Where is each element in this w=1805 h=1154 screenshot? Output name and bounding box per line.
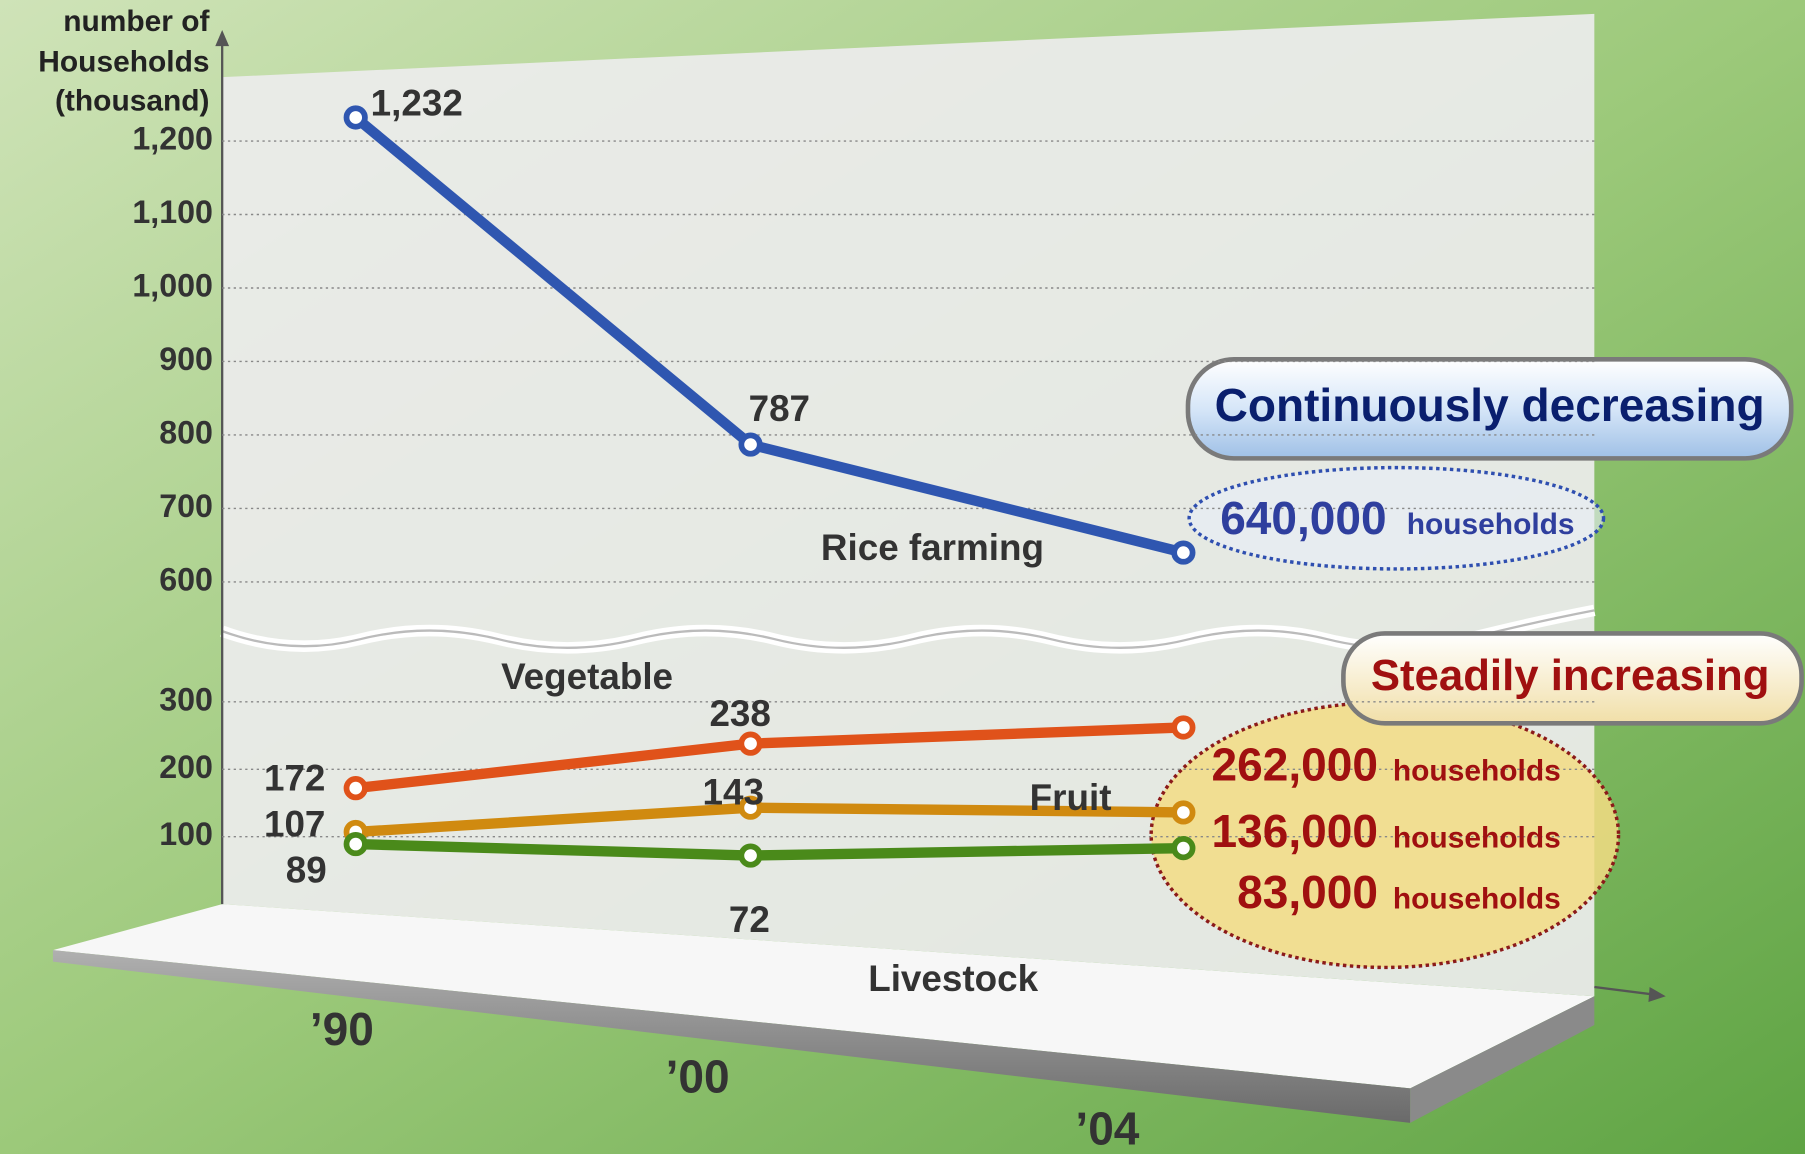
- y-tick-label: 600: [159, 561, 213, 597]
- data-label: 238: [709, 693, 770, 734]
- page: {"chart_data": { "type": "line", "y_labe…: [0, 0, 1805, 1154]
- series-label: Vegetable: [501, 656, 673, 697]
- y-tick-label: 100: [159, 816, 213, 852]
- y-tick-label: 1,100: [132, 194, 213, 230]
- marker: [741, 846, 759, 864]
- marker: [1174, 839, 1192, 857]
- data-label: 136,000: [1212, 805, 1378, 857]
- x-tick-label: ’00: [666, 1050, 730, 1102]
- y-tick-label: 1,000: [132, 268, 213, 304]
- unit-label: households: [1407, 508, 1575, 541]
- chart: Continuously decreasing Steadily increas…: [0, 0, 1805, 1154]
- series-label: Fruit: [1030, 777, 1112, 818]
- x-tick-label: ’04: [1075, 1102, 1139, 1154]
- y-axis-title: Households: [38, 45, 209, 78]
- marker: [1174, 803, 1192, 821]
- marker: [346, 835, 364, 853]
- x-tick-label: ’90: [310, 1003, 374, 1055]
- y-tick-label: 700: [159, 488, 213, 524]
- annotation: Steadily increasing: [1371, 651, 1770, 700]
- annotation: Continuously decreasing: [1215, 379, 1765, 431]
- unit-label: households: [1393, 821, 1561, 854]
- marker: [346, 108, 364, 126]
- y-tick-label: 1,200: [132, 121, 213, 157]
- data-label: 143: [703, 771, 764, 812]
- data-label: 72: [729, 899, 770, 940]
- data-label: 787: [749, 388, 810, 429]
- marker: [1174, 718, 1192, 736]
- data-label: 640,000: [1220, 492, 1386, 544]
- data-label: 1,232: [371, 83, 463, 124]
- y-axis-title: (thousand): [55, 84, 210, 117]
- unit-label: households: [1393, 755, 1561, 788]
- y-tick-label: 900: [159, 341, 213, 377]
- data-label: 262,000: [1212, 738, 1378, 790]
- data-label: 83,000: [1237, 866, 1378, 918]
- series-label: Rice farming: [821, 527, 1044, 568]
- y-tick-label: 200: [159, 749, 213, 785]
- data-label: 107: [264, 804, 325, 845]
- marker: [741, 435, 759, 453]
- data-label: 172: [264, 758, 325, 799]
- marker: [346, 779, 364, 797]
- series-label: Livestock: [868, 958, 1038, 999]
- y-axis-title: number of: [63, 5, 210, 38]
- marker: [1174, 543, 1192, 561]
- data-label: 89: [286, 850, 327, 891]
- unit-label: households: [1393, 883, 1561, 916]
- marker: [741, 734, 759, 752]
- y-tick-label: 300: [159, 681, 213, 717]
- y-tick-label: 800: [159, 415, 213, 451]
